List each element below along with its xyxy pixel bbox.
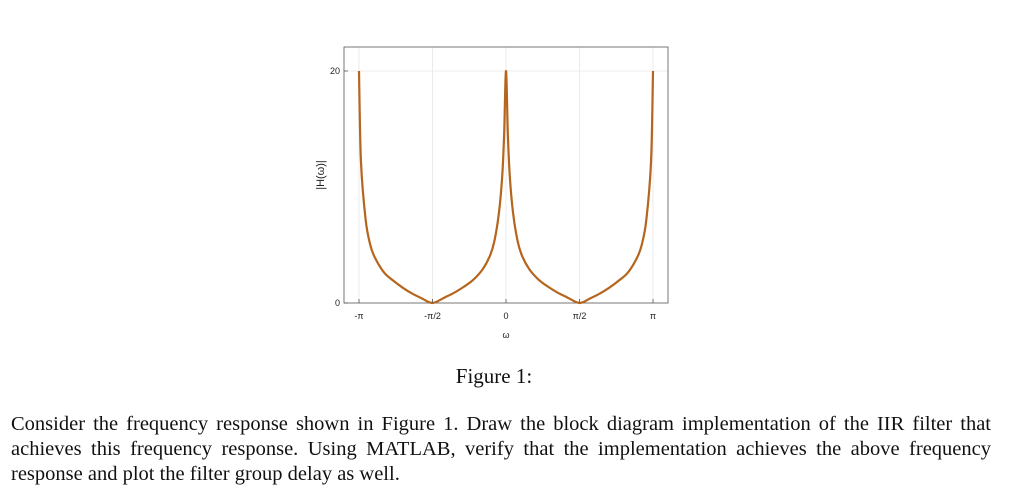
x-tick-label: -π/2: [424, 311, 441, 321]
x-tick-label: π/2: [573, 311, 587, 321]
magnitude-curve: [357, 69, 655, 305]
figure-caption: Figure 1:: [455, 364, 533, 388]
x-axis-label: ω: [502, 330, 509, 340]
y-tick-label: 20: [330, 66, 340, 76]
x-tick-label: π: [650, 311, 656, 321]
problem-statement: Consider the frequency response shown in…: [11, 413, 991, 485]
frequency-response-plot: -π -π/2 0 π/2 π 0 20 ω |H(ω)|: [315, 46, 669, 340]
y-ticks: 0 20: [330, 66, 348, 308]
x-tick-label: -π: [354, 311, 363, 321]
x-tick-label: 0: [503, 311, 508, 321]
y-axis-label: |H(ω)|: [315, 160, 327, 190]
x-ticks: -π -π/2 0 π/2 π: [354, 299, 656, 321]
y-tick-label: 0: [335, 298, 340, 308]
